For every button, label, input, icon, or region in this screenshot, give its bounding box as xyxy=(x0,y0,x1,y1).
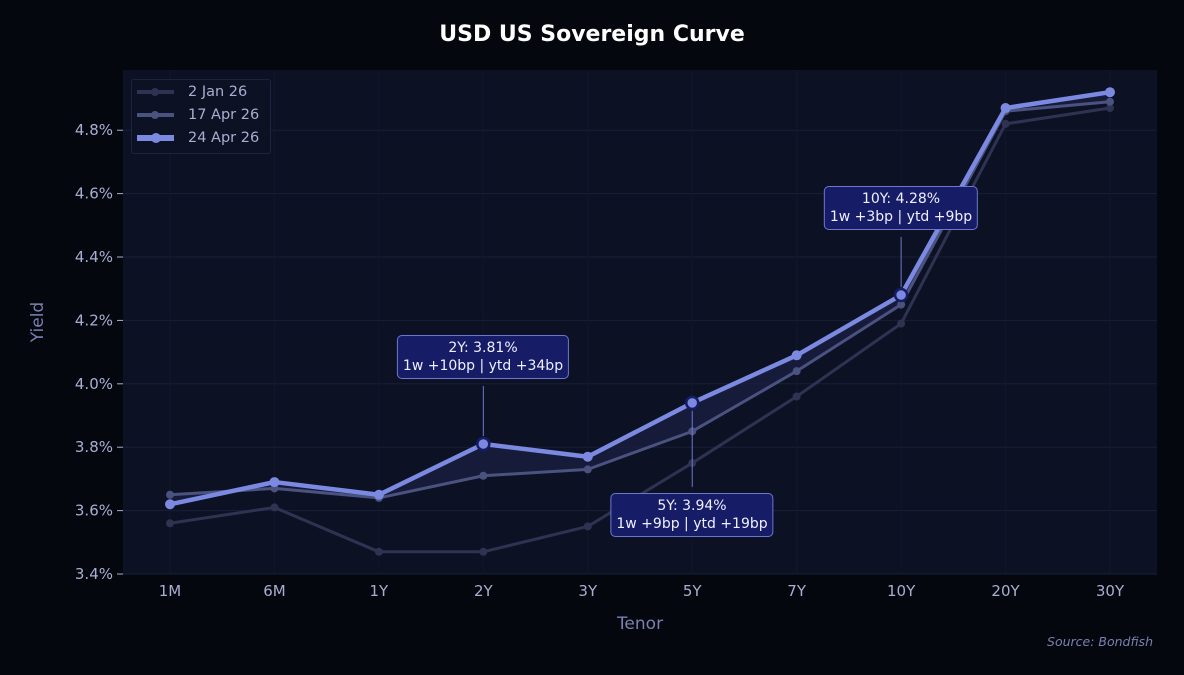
legend-label: 24 Apr 26 xyxy=(188,130,260,146)
data-point xyxy=(792,392,801,401)
data-point xyxy=(1000,103,1011,114)
data-point xyxy=(583,522,592,531)
legend-item-17apr: 17 Apr 26 xyxy=(132,104,259,126)
y-tick-label: 3.6% xyxy=(75,502,113,520)
legend-swatch xyxy=(137,111,174,119)
annotation-line1: 2Y: 3.81% xyxy=(448,340,518,356)
data-point xyxy=(1105,87,1115,98)
annotation-line1: 5Y: 3.94% xyxy=(657,498,727,514)
data-point xyxy=(166,490,174,499)
annotation-line2: 1w +10bp | ytd +34bp xyxy=(402,358,564,374)
highlight-point xyxy=(893,287,909,303)
legend-swatch xyxy=(137,88,174,96)
x-tick-label: 5Y xyxy=(683,582,703,600)
data-point xyxy=(166,519,174,528)
x-axis-label: Tenor xyxy=(616,614,664,634)
highlight-point xyxy=(684,395,700,411)
data-point xyxy=(270,503,279,512)
legend: 2 Jan 26 17 Apr 26 24 Apr 26 xyxy=(131,79,271,154)
legend-label: 2 Jan 26 xyxy=(188,84,248,100)
x-tick-label: 7Y xyxy=(787,582,807,600)
data-point xyxy=(479,547,488,556)
y-tick-label: 3.8% xyxy=(75,438,113,456)
highlight-point xyxy=(476,436,491,452)
annotation-10y: 10Y: 4.28% 1w +3bp | ytd +9bp xyxy=(823,186,979,230)
x-tick-label: 20Y xyxy=(991,582,1020,600)
data-point xyxy=(897,300,906,309)
data-point xyxy=(165,499,175,510)
y-tick-label: 4.2% xyxy=(75,311,113,329)
data-point xyxy=(269,477,280,488)
y-axis-label: Yield xyxy=(28,301,48,343)
data-point xyxy=(792,367,801,376)
data-point xyxy=(582,451,593,462)
source-note: Source: Bondfish xyxy=(1047,634,1153,649)
data-point xyxy=(897,319,906,328)
legend-item-2jan: 2 Jan 26 xyxy=(132,81,247,103)
data-point xyxy=(374,547,383,556)
data-point xyxy=(1106,104,1114,113)
x-tick-label: 30Y xyxy=(1096,582,1125,600)
data-point xyxy=(373,489,384,500)
x-tick-label: 1Y xyxy=(370,582,390,600)
annotation-line2: 1w +3bp | ytd +9bp xyxy=(829,209,973,225)
legend-item-24apr: 24 Apr 26 xyxy=(132,127,259,149)
data-point xyxy=(583,465,592,474)
x-tick-label: 3Y xyxy=(578,582,598,600)
data-point xyxy=(479,471,488,480)
annotation-5y: 5Y: 3.94% 1w +9bp | ytd +19bp xyxy=(610,493,774,537)
x-tick-label: 1M xyxy=(159,582,182,600)
annotation-2y: 2Y: 3.81% 1w +10bp | ytd +34bp xyxy=(396,335,570,379)
y-tick-label: 4.6% xyxy=(75,185,113,203)
y-tick-label: 3.4% xyxy=(75,565,113,583)
x-tick-label: 6M xyxy=(263,582,286,600)
data-point xyxy=(791,350,802,361)
annotation-line1: 10Y: 4.28% xyxy=(861,191,941,207)
legend-swatch xyxy=(137,133,174,143)
x-tick-label: 10Y xyxy=(887,582,916,600)
legend-label: 17 Apr 26 xyxy=(188,107,260,123)
x-tick-label: 2Y xyxy=(474,582,494,600)
data-point xyxy=(1106,97,1114,106)
data-point xyxy=(1001,119,1010,128)
chart-title: USD US Sovereign Curve xyxy=(439,22,745,47)
y-tick-label: 4.4% xyxy=(75,248,113,266)
y-tick-label: 4.0% xyxy=(75,375,113,393)
y-tick-label: 4.8% xyxy=(75,121,113,139)
annotation-line2: 1w +9bp | ytd +19bp xyxy=(616,516,768,532)
